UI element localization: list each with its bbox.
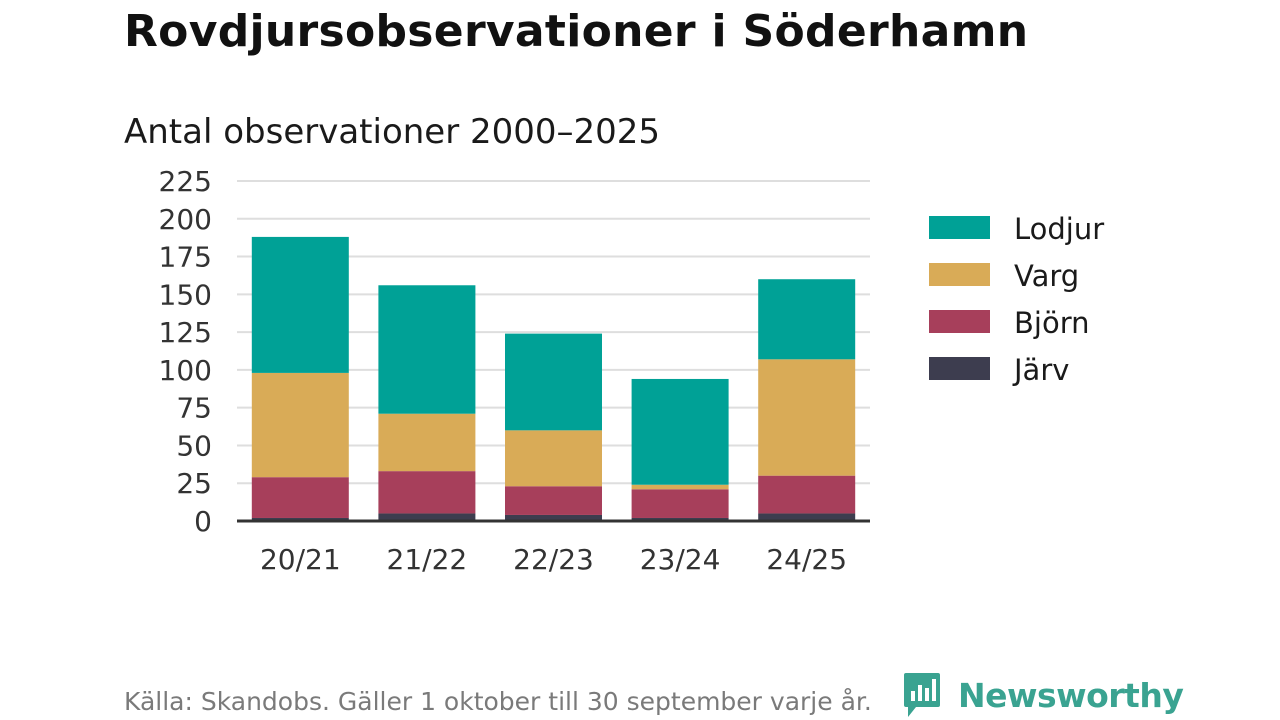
legend-label: Järv [1012,353,1069,387]
brand-name: Newsworthy [958,675,1184,715]
bar-segment-varg [378,413,476,472]
x-tick-label: 23/24 [640,543,721,576]
x-axis-ticks: 20/21 21/22 22/23 23/24 24/25 [260,543,847,576]
bar-stack-21-22 [378,285,476,521]
bar-stack-20-21 [251,236,349,521]
legend-label: Björn [1014,306,1090,340]
bar-segment-varg [505,430,602,487]
bar-segment-järv [378,513,476,521]
bar-stack-22-23 [505,333,602,521]
bar-segment-varg [631,484,729,490]
y-axis-ticks: 0 25 50 75 100 125 150 175 200 225 [159,165,212,538]
chart-title: Rovdjursobservationer i Söderhamn [124,6,1029,57]
bar-stack-24-25 [758,279,856,521]
y-tick-label: 175 [159,241,212,274]
bar-segment-björn [758,475,856,514]
y-tick-label: 25 [176,467,212,500]
newsworthy-logo-icon [904,673,940,717]
legend-label: Varg [1014,259,1079,293]
y-tick-label: 100 [159,354,212,387]
y-tick-label: 75 [176,392,212,425]
bar-segment-lodjur [378,285,476,414]
x-tick-label: 20/21 [260,543,341,576]
bar-segment-lodjur [758,279,856,360]
legend-item-varg: Varg [929,259,1079,293]
legend-label: Lodjur [1014,212,1104,246]
x-tick-label: 21/22 [387,543,468,576]
bar-segment-varg [251,372,349,478]
stacked-bar-chart: 0 25 50 75 100 125 150 175 200 225 20/21 21/22 22/2… [159,165,1105,576]
bar-segment-björn [505,486,602,515]
bar-segment-varg [758,359,856,476]
x-tick-label: 24/25 [766,543,847,576]
legend-item-björn: Björn [929,306,1090,340]
bar-segment-järv [505,514,602,521]
legend-item-järv: Järv [929,353,1069,387]
legend-swatch [929,216,990,239]
legend-swatch [929,357,990,380]
legend-item-lodjur: Lodjur [929,212,1104,246]
legend-swatch [929,310,990,333]
bars [251,236,856,521]
y-tick-label: 50 [176,429,212,462]
bar-segment-björn [631,489,729,518]
bar-stack-23-24 [631,378,729,521]
chart-subtitle: Antal observationer 2000–2025 [124,112,661,152]
bar-segment-lodjur [505,333,602,431]
y-tick-label: 0 [194,505,212,538]
bar-segment-lodjur [251,236,349,373]
x-tick-label: 22/23 [513,543,594,576]
y-tick-label: 225 [159,165,212,198]
y-tick-label: 150 [159,278,212,311]
bar-segment-lodjur [631,378,729,485]
y-tick-label: 200 [159,203,212,236]
source-note: Källa: Skandobs. Gäller 1 oktober till 3… [124,687,872,716]
newsworthy-brand: Newsworthy [902,670,1184,720]
bar-segment-järv [251,517,349,521]
legend: Lodjur Varg Björn Järv [929,212,1104,387]
bar-segment-järv [758,513,856,521]
bar-segment-björn [251,477,349,518]
bar-segment-björn [378,471,476,514]
bar-segment-järv [631,517,729,521]
y-tick-label: 125 [159,316,212,349]
legend-swatch [929,263,990,286]
